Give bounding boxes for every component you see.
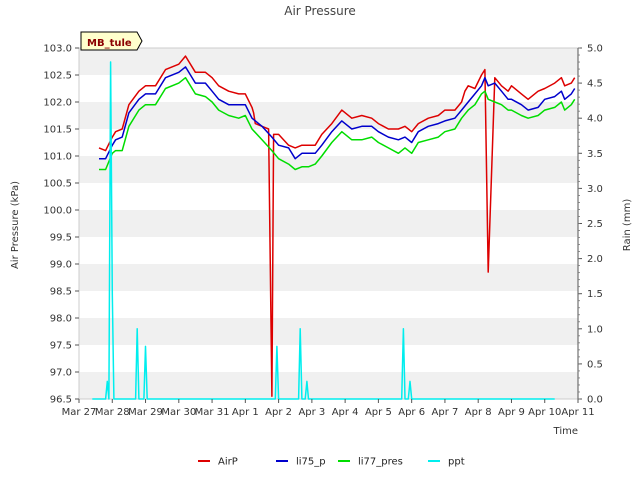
right-axis: 0.0 0.5 1.0 1.5 2.0 2.5 3.0 3.5 4.0 4.5 5.0 xyxy=(577,44,603,406)
x-tick-label: Apr 3 xyxy=(298,407,325,418)
grid-band xyxy=(79,318,578,345)
y-tick-label: 100.0 xyxy=(43,206,72,217)
y-tick-label: 96.5 xyxy=(50,395,72,406)
chart-title: Air Pressure xyxy=(284,4,356,18)
x-axis-label: Time xyxy=(553,426,578,437)
y-tick-label: 99.5 xyxy=(50,233,72,244)
grid-band xyxy=(79,210,578,237)
grid-band xyxy=(79,372,578,399)
y2-tick-label: 0.5 xyxy=(587,359,603,370)
y2-tick-label: 0.0 xyxy=(587,395,603,406)
y2-tick-label: 3.0 xyxy=(587,184,603,195)
y-tick-label: 103.0 xyxy=(43,44,72,55)
site-badge-box xyxy=(80,31,143,51)
site-label: MB_tule xyxy=(87,38,132,49)
y2-axis-label: Rain (mm) xyxy=(622,199,633,252)
legend-label-li75_p: li75_p xyxy=(296,457,326,468)
y-tick-label: 97.0 xyxy=(50,368,72,379)
legend-label-li77_pres: li77_pres xyxy=(358,457,403,468)
y-tick-label: 100.5 xyxy=(43,179,72,190)
x-tick-label: Apr 11 xyxy=(561,407,594,418)
x-tick-label: Mar 31 xyxy=(195,407,230,418)
x-tick-label: Apr 7 xyxy=(432,407,459,418)
grid-band xyxy=(79,48,578,75)
y-axis-label: Air Pressure (kPa) xyxy=(10,181,21,269)
x-tick-label: Apr 4 xyxy=(332,407,359,418)
x-tick-label: Apr 1 xyxy=(232,407,259,418)
grid-band xyxy=(79,264,578,291)
series-layer xyxy=(92,55,576,400)
series-line-ppt xyxy=(92,61,555,400)
x-tick-label: Apr 8 xyxy=(465,407,492,418)
background-bands xyxy=(79,48,578,399)
series-line-li77_pres xyxy=(99,76,576,171)
y2-tick-label: 4.0 xyxy=(587,114,603,125)
x-tick-label: Apr 9 xyxy=(498,407,525,418)
y-tick-label: 101.5 xyxy=(43,125,72,136)
x-tick-label: Mar 28 xyxy=(95,407,130,418)
y2-tick-label: 1.0 xyxy=(587,324,603,335)
y-tick-label: 102.0 xyxy=(43,98,72,109)
y2-tick-label: 4.5 xyxy=(587,79,603,90)
grid-band xyxy=(79,102,578,129)
x-tick-label: Mar 30 xyxy=(161,407,196,418)
y2-tick-label: 3.5 xyxy=(587,149,603,160)
legend-label-AirP: AirP xyxy=(218,457,238,468)
y-tick-label: 98.0 xyxy=(50,314,72,325)
grid-band xyxy=(79,156,578,183)
y-tick-label: 98.5 xyxy=(50,287,72,298)
x-tick-label: Apr 10 xyxy=(528,407,561,418)
y-tick-label: 102.5 xyxy=(43,71,72,82)
y-tick-label: 99.0 xyxy=(50,260,72,271)
y2-tick-label: 1.5 xyxy=(587,289,603,300)
y2-tick-label: 5.0 xyxy=(587,44,603,55)
site-badge: MB_tule xyxy=(80,31,143,51)
x-tick-label: Apr 5 xyxy=(365,407,392,418)
x-tick-label: Mar 27 xyxy=(62,407,97,418)
y2-tick-label: 2.0 xyxy=(587,254,603,265)
x-tick-label: Apr 6 xyxy=(398,407,425,418)
x-tick-label: Apr 2 xyxy=(265,407,292,418)
y-tick-label: 97.5 xyxy=(50,341,72,352)
legend-label-ppt: ppt xyxy=(448,457,465,468)
series-line-li75_p xyxy=(99,66,576,160)
series-line-AirP xyxy=(98,55,576,398)
x-tick-label: Mar 29 xyxy=(128,407,163,418)
left-axis: 96.5 97.0 97.5 98.0 98.5 99.0 99.5 100.0 100.5 10… xyxy=(43,44,79,406)
y-tick-label: 101.0 xyxy=(43,152,72,163)
legend: AirP li75_p li77_pres ppt xyxy=(198,457,465,468)
y2-tick-label: 2.5 xyxy=(587,219,603,230)
